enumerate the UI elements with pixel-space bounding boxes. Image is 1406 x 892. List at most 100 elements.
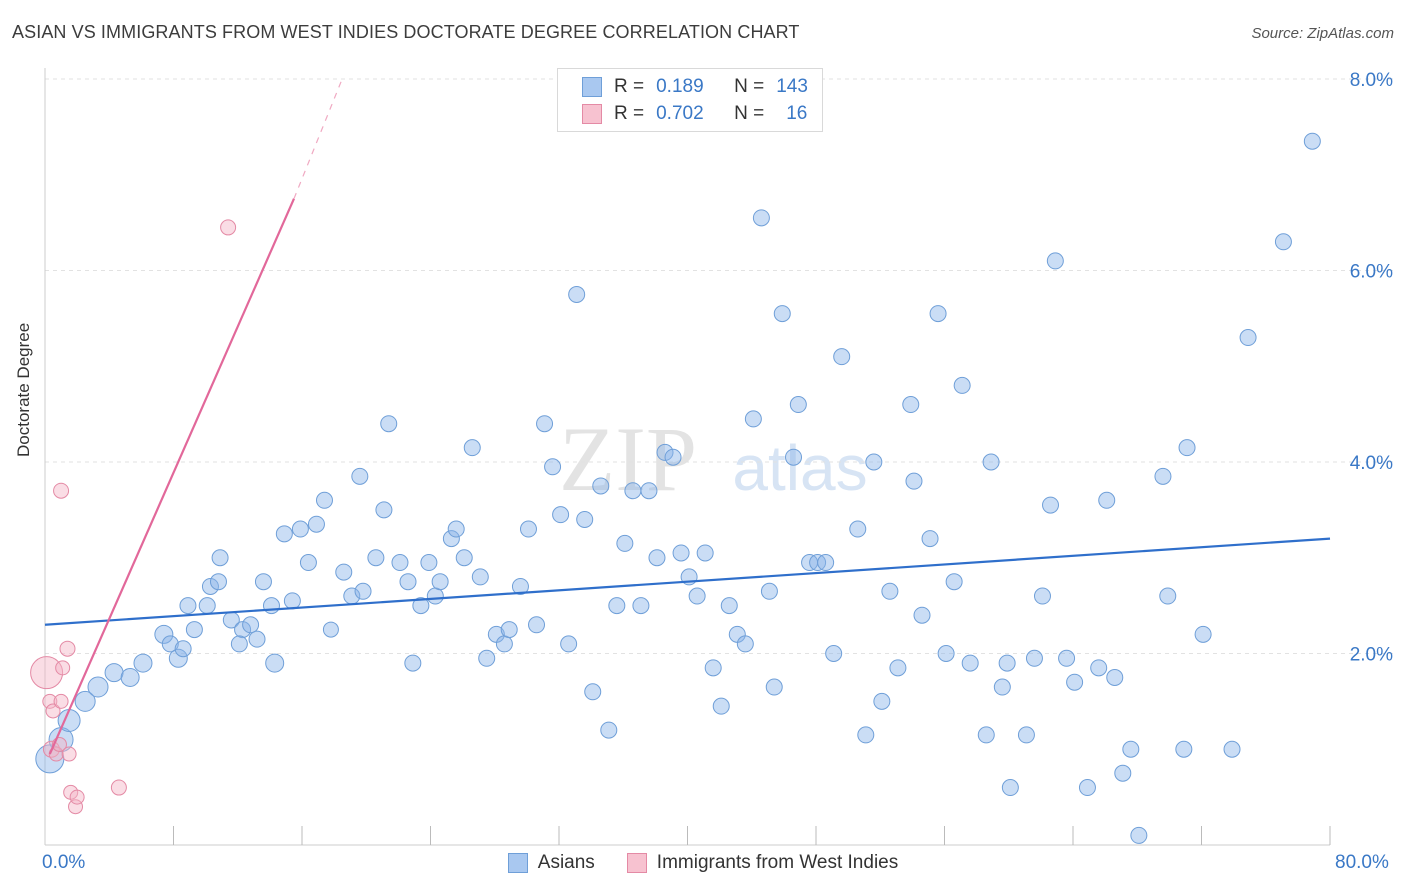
asian-point: [576, 510, 594, 528]
legend-r-value: 0.189: [656, 76, 704, 97]
y-tick-label: 6.0%: [1350, 262, 1393, 283]
west-indies-point: [61, 746, 77, 762]
asian-point: [865, 453, 883, 471]
trend-lines: [44, 78, 1331, 755]
asian-point: [744, 410, 762, 428]
asian-point: [752, 209, 770, 227]
asian-point: [1017, 726, 1035, 744]
legend-row-asians: R = 0.189 N = 143: [582, 74, 808, 100]
grid-lines: [45, 78, 1395, 654]
asian-point: [640, 482, 658, 500]
west-indies-point: [45, 703, 61, 719]
asian-point: [283, 592, 301, 610]
asian-point: [600, 721, 618, 739]
asian-point: [174, 640, 192, 658]
legend-n-label: N =: [734, 76, 765, 97]
watermark-atlas: atlas: [732, 432, 867, 504]
asian-point: [1303, 132, 1321, 150]
asian-point: [1046, 252, 1064, 270]
asian-point: [608, 597, 626, 615]
asian-point: [1175, 740, 1193, 758]
bottom-legend-label: Asians: [537, 852, 595, 873]
asian-point: [442, 530, 460, 548]
asian-point: [1058, 649, 1076, 667]
x-min-label: 0.0%: [42, 852, 86, 873]
asian-point: [265, 653, 285, 673]
legend-box: R = 0.189 N = 143 R = 0.702 N = 16: [557, 68, 823, 132]
west-indies-point: [48, 746, 64, 762]
asian-point: [354, 582, 372, 600]
asian-point: [1178, 439, 1196, 457]
asian-point: [672, 544, 690, 562]
west-indies-point: [59, 640, 76, 657]
asian-point: [74, 690, 96, 712]
asian-point: [1194, 625, 1212, 643]
asian-point: [391, 554, 409, 572]
bottom-legend-label: Immigrants from West Indies: [656, 852, 899, 873]
west-indies-point: [110, 779, 127, 796]
bottom-legend-asians[interactable]: Asians: [507, 852, 595, 874]
legend-swatch-asians: [582, 77, 602, 97]
asian-point: [1025, 649, 1043, 667]
asian-point: [420, 554, 438, 572]
bottom-legend-west-indies[interactable]: Immigrants from West Indies: [626, 852, 899, 874]
asian-point: [262, 597, 280, 615]
axes: [44, 68, 1331, 846]
asian-point: [291, 520, 309, 538]
asian-point: [478, 649, 496, 667]
asian-point: [495, 635, 513, 653]
asian-point: [185, 621, 203, 639]
asian-point: [234, 621, 252, 639]
west-indies-point: [69, 789, 85, 805]
y-tick-labels: 2.0% 4.0% 6.0% 8.0%: [1350, 70, 1393, 666]
bottom-legend-swatch-west-indies: [626, 853, 647, 873]
asian-point: [977, 726, 995, 744]
chart-title: ASIAN VS IMMIGRANTS FROM WEST INDIES DOC…: [12, 22, 800, 42]
asian-point: [929, 305, 947, 323]
west-indies-point: [42, 693, 58, 709]
asian-point: [426, 587, 444, 605]
asian-point: [198, 597, 216, 615]
asian-point: [1078, 779, 1096, 797]
y-tick-label: 8.0%: [1350, 70, 1393, 91]
west-indies-trend-extension: [293, 78, 343, 199]
watermark-zip: ZIP: [559, 408, 697, 510]
asian-point: [367, 549, 385, 567]
asian-point: [154, 624, 174, 644]
asian-point: [560, 635, 578, 653]
legend-swatch-west-indies: [582, 104, 602, 124]
asian-point: [1106, 668, 1124, 686]
asian-point: [1223, 740, 1241, 758]
asian-point: [254, 573, 272, 591]
asian-point: [696, 544, 714, 562]
asian-point: [648, 549, 666, 567]
asian-point: [471, 568, 489, 586]
asian-point: [87, 676, 109, 698]
legend-r-label: R =: [614, 103, 645, 124]
asian-point: [789, 396, 807, 414]
asian-point: [552, 506, 570, 524]
asian-point: [511, 577, 529, 595]
west-indies-point: [68, 799, 84, 815]
west-indies-point: [53, 482, 70, 499]
asian-point: [431, 573, 449, 591]
asian-point: [998, 654, 1016, 672]
asian-point: [961, 654, 979, 672]
asian-point: [375, 501, 393, 519]
asian-point: [873, 692, 891, 710]
asian-point: [1154, 467, 1172, 485]
asian-point: [817, 554, 835, 572]
asian-point: [704, 659, 722, 677]
legend-n-value: 16: [786, 103, 808, 124]
asian-point: [632, 597, 650, 615]
asian-trend-line: [44, 537, 1331, 626]
asian-point: [168, 648, 188, 668]
asian-point: [1066, 673, 1084, 691]
legend-r-label: R =: [614, 76, 645, 97]
y-tick-label: 2.0%: [1350, 645, 1393, 666]
west-indies-point: [53, 693, 69, 709]
y-tick-label: 4.0%: [1350, 453, 1393, 474]
asian-point: [1033, 587, 1051, 605]
asian-point: [1098, 491, 1116, 509]
